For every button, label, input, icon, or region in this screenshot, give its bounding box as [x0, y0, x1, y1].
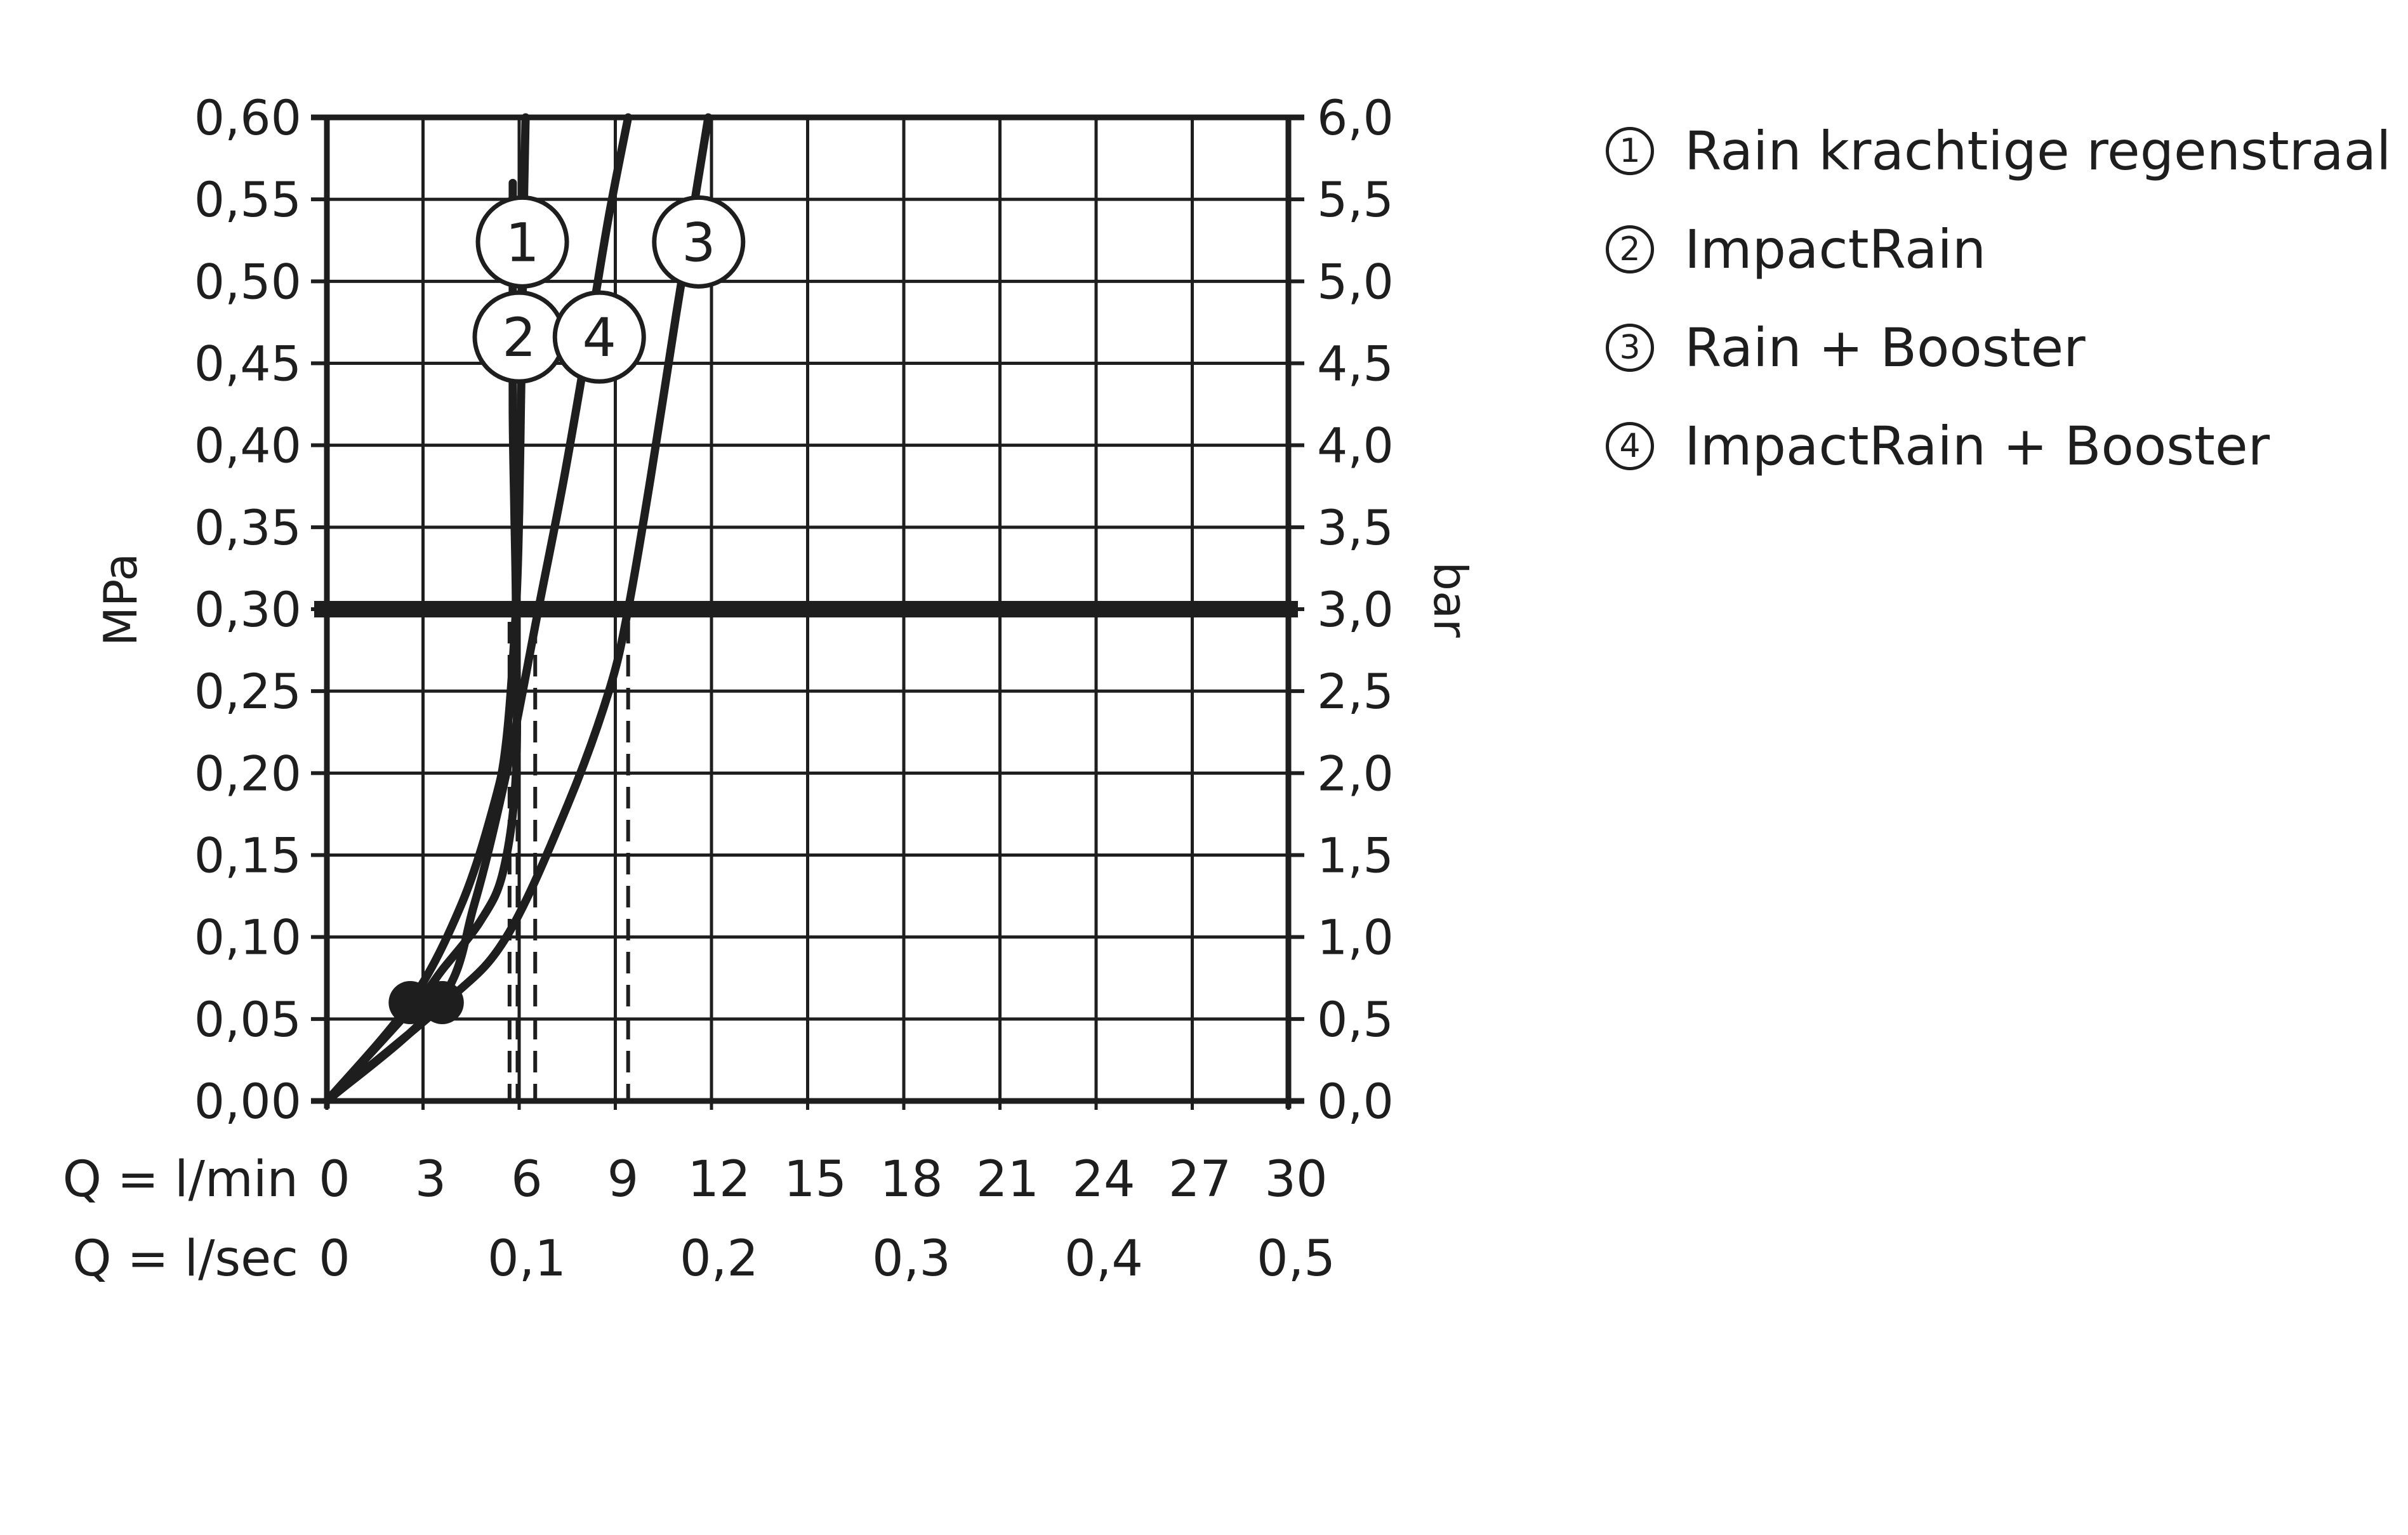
y-tick-label-left: 0,40 — [194, 418, 301, 474]
legend-label: ImpactRain — [1684, 218, 1987, 280]
x-tick-label-lmin: 27 — [1168, 1151, 1231, 1208]
legend-label: Rain krachtige regenstraal — [1684, 119, 2391, 182]
x-axis-label-lsec: Q = l/sec — [72, 1230, 298, 1288]
x-tick-label-lsec: 0,1 — [487, 1230, 566, 1288]
y-tick-label-right: 5,5 — [1317, 171, 1394, 228]
y-tick-label-left: 0,25 — [194, 663, 301, 720]
y-tick-label-right: 1,0 — [1317, 909, 1394, 966]
legend-item-2: 2 ImpactRain — [1606, 200, 2391, 298]
y-tick-label-left: 0,50 — [194, 253, 301, 310]
x-tick-label-lsec: 0,4 — [1064, 1230, 1143, 1288]
x-tick-label-lsec: 0,2 — [680, 1230, 758, 1288]
legend-item-1: 1 Rain krachtige regenstraal — [1606, 102, 2391, 200]
y-tick-label-right: 6,0 — [1317, 89, 1394, 146]
legend-item-4: 4 ImpactRain + Booster — [1606, 397, 2391, 495]
curve-label-number: 2 — [502, 306, 536, 369]
y-axis-right-ticks: 0,0 0,5 1,0 1,5 2,0 2,5 3,0 3,5 4,0 4,5 5,0 5,5 6,0 — [1288, 89, 1394, 1130]
y-tick-label-left: 0,35 — [194, 499, 301, 556]
x-tick-label-lmin: 3 — [415, 1151, 447, 1208]
x-tick-label-lmin: 24 — [1072, 1151, 1135, 1208]
y-axis-right-label: bar — [1424, 562, 1477, 638]
curve-label-1: 1 — [475, 195, 569, 289]
x-tick-label-lmin: 6 — [511, 1151, 543, 1208]
y-tick-label-right: 0,5 — [1317, 991, 1394, 1048]
y-tick-label-right: 5,0 — [1317, 253, 1394, 310]
x-tick-label-lmin: 9 — [607, 1151, 639, 1208]
x-tick-label-lsec: 0,5 — [1257, 1230, 1335, 1288]
y-tick-label-left: 0,00 — [194, 1073, 301, 1130]
y-tick-label-right: 4,0 — [1317, 418, 1394, 474]
curve-label-3: 3 — [652, 195, 746, 289]
curve-label-2: 2 — [472, 290, 566, 384]
y-axis-left-label: MPa — [94, 553, 147, 646]
y-tick-label-left: 0,45 — [194, 336, 301, 392]
legend-label: ImpactRain + Booster — [1684, 414, 2270, 477]
y-tick-label-right: 3,5 — [1317, 499, 1394, 556]
curve-label-circle — [552, 290, 646, 384]
legend-number: 2 — [1606, 225, 1654, 273]
x-tick-label-lmin: 0 — [319, 1151, 350, 1208]
series-line-4 — [322, 113, 633, 1105]
x-tick-label-lmin: 21 — [976, 1151, 1039, 1208]
legend: 1 Rain krachtige regenstraal 2 ImpactRai… — [1606, 102, 2391, 495]
y-tick-label-right: 2,0 — [1317, 745, 1394, 801]
curve-label-4: 4 — [552, 290, 646, 384]
x-tick-label-lsec: 0,3 — [872, 1230, 951, 1288]
curve-labels: 1 2 3 4 — [472, 195, 746, 384]
x-axis-ticks: 0 3 6 9 12 15 18 21 24 27 30 0 0,1 0,2 0,3 0,4 0,5 — [319, 1101, 1335, 1288]
y-tick-label-left: 0,20 — [194, 745, 301, 801]
curve-label-number: 3 — [682, 211, 715, 273]
legend-number: 1 — [1606, 126, 1654, 175]
curve-label-circle — [652, 195, 746, 289]
x-axis-label-lmin: Q = l/min — [63, 1151, 298, 1208]
y-tick-label-right: 4,5 — [1317, 336, 1394, 392]
y-tick-label-left: 0,55 — [194, 171, 301, 228]
legend-label: Rain + Booster — [1684, 316, 2086, 379]
y-tick-label-right: 0,0 — [1317, 1073, 1394, 1130]
x-tick-label-lmin: 12 — [687, 1151, 750, 1208]
y-tick-label-right: 1,5 — [1317, 827, 1394, 884]
x-tick-label-lsec: 0 — [319, 1230, 350, 1288]
y-tick-label-left: 0,15 — [194, 827, 301, 884]
legend-item-3: 3 Rain + Booster — [1606, 298, 2391, 397]
legend-number: 3 — [1606, 323, 1654, 372]
x-tick-label-lmin: 30 — [1264, 1151, 1327, 1208]
start-marker — [420, 981, 464, 1024]
x-tick-label-lmin: 18 — [880, 1151, 943, 1208]
y-tick-label-left: 0,60 — [194, 89, 301, 146]
curve-label-circle — [475, 195, 569, 289]
start-marker — [388, 981, 432, 1024]
y-tick-label-right: 2,5 — [1317, 663, 1394, 720]
curve-label-number: 1 — [505, 211, 539, 273]
y-tick-label-left: 0,10 — [194, 909, 301, 966]
y-tick-label-right: 3,0 — [1317, 581, 1394, 638]
legend-number: 4 — [1606, 421, 1654, 470]
y-axis-left-ticks: 0,00 0,05 0,10 0,15 0,20 0,25 0,30 0,35 0,40 0,45… — [194, 89, 327, 1130]
y-tick-label-left: 0,30 — [194, 581, 301, 638]
curve-label-number: 4 — [583, 306, 616, 369]
x-tick-label-lmin: 15 — [784, 1151, 847, 1208]
y-tick-label-left: 0,05 — [194, 991, 301, 1048]
curve-start-markers — [388, 981, 464, 1024]
